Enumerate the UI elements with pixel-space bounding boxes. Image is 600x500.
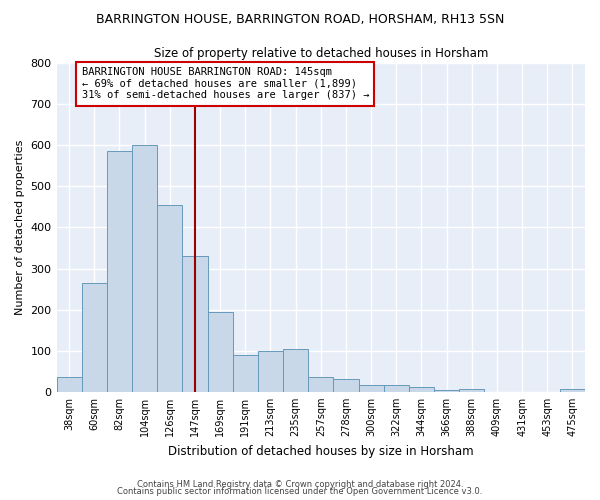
Bar bbox=[56, 378, 82, 392]
Bar bbox=[359, 385, 383, 392]
Title: Size of property relative to detached houses in Horsham: Size of property relative to detached ho… bbox=[154, 48, 488, 60]
Text: BARRINGTON HOUSE, BARRINGTON ROAD, HORSHAM, RH13 5SN: BARRINGTON HOUSE, BARRINGTON ROAD, HORSH… bbox=[96, 12, 504, 26]
Bar bbox=[107, 152, 132, 392]
Bar bbox=[283, 350, 308, 392]
Bar bbox=[258, 350, 283, 392]
Text: Contains public sector information licensed under the Open Government Licence v3: Contains public sector information licen… bbox=[118, 487, 482, 496]
Bar bbox=[383, 385, 409, 392]
Text: Contains HM Land Registry data © Crown copyright and database right 2024.: Contains HM Land Registry data © Crown c… bbox=[137, 480, 463, 489]
Bar bbox=[132, 145, 157, 392]
Bar bbox=[409, 388, 434, 392]
Bar bbox=[334, 378, 359, 392]
Bar bbox=[208, 312, 233, 392]
Bar bbox=[182, 256, 208, 392]
Bar bbox=[560, 388, 585, 392]
Y-axis label: Number of detached properties: Number of detached properties bbox=[15, 140, 25, 315]
Bar bbox=[434, 390, 459, 392]
X-axis label: Distribution of detached houses by size in Horsham: Distribution of detached houses by size … bbox=[168, 444, 473, 458]
Bar bbox=[308, 378, 334, 392]
Bar bbox=[157, 205, 182, 392]
Bar bbox=[459, 390, 484, 392]
Bar bbox=[82, 283, 107, 392]
Bar bbox=[233, 355, 258, 392]
Text: BARRINGTON HOUSE BARRINGTON ROAD: 145sqm
← 69% of detached houses are smaller (1: BARRINGTON HOUSE BARRINGTON ROAD: 145sqm… bbox=[82, 67, 369, 100]
